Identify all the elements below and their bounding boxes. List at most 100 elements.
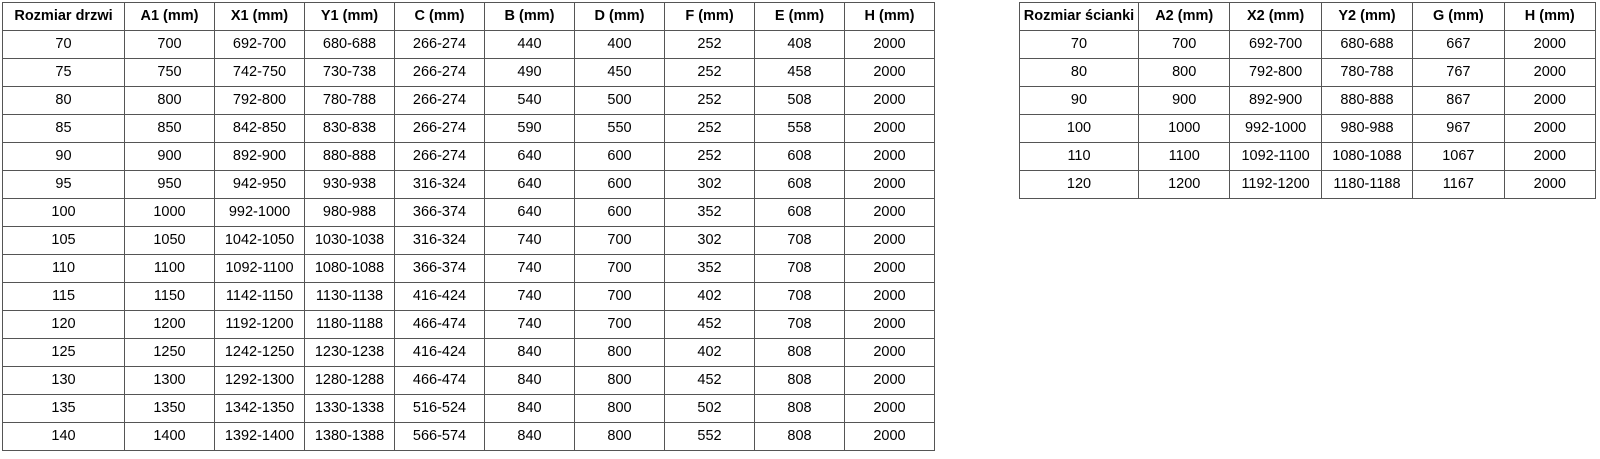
table-cell: 767 xyxy=(1412,58,1505,87)
table-cell: 840 xyxy=(484,366,575,395)
table-cell: 740 xyxy=(484,310,575,339)
table-cell: 1080-1088 xyxy=(1320,142,1414,171)
table-cell: 900 xyxy=(124,142,215,171)
column-header: D (mm) xyxy=(574,2,665,31)
table-row: 80 800 792-800 780-788 266-274 540 500 252 508 20… xyxy=(2,86,935,115)
table-cell: 1150 xyxy=(124,282,215,311)
table-cell: 316-324 xyxy=(394,226,485,255)
table-cell: 1330-1338 xyxy=(304,394,395,423)
column-header: B (mm) xyxy=(484,2,575,31)
table-cell: 800 xyxy=(574,338,665,367)
table-cell: 440 xyxy=(484,30,575,59)
table-cell: 80 xyxy=(1019,58,1139,87)
table-cell: 366-374 xyxy=(394,254,485,283)
table-cell: 930-938 xyxy=(304,170,395,199)
table-cell: 100 xyxy=(1019,114,1139,143)
table-row: 115 1150 1142-1150 1130-1138 416-424 740 700 40… xyxy=(2,282,935,311)
table-cell: 730-738 xyxy=(304,58,395,87)
table-cell: 1100 xyxy=(1137,142,1231,171)
table-cell: 808 xyxy=(754,338,845,367)
table-cell: 700 xyxy=(574,226,665,255)
table-cell: 1000 xyxy=(1137,114,1231,143)
table-cell: 2000 xyxy=(844,58,935,87)
table-cell: 608 xyxy=(754,142,845,171)
column-header: A2 (mm) xyxy=(1137,2,1231,31)
table-cell: 667 xyxy=(1412,30,1505,59)
table-cell: 452 xyxy=(664,310,755,339)
table-cell: 830-838 xyxy=(304,114,395,143)
table-cell: 808 xyxy=(754,422,845,451)
table-cell: 2000 xyxy=(844,170,935,199)
table-cell: 800 xyxy=(1137,58,1231,87)
table-cell: 842-850 xyxy=(214,114,305,143)
table-cell: 867 xyxy=(1412,86,1505,115)
table-cell: 700 xyxy=(1137,30,1231,59)
column-header: Rozmiar drzwi xyxy=(2,2,125,31)
column-header: X1 (mm) xyxy=(214,2,305,31)
table-cell: 2000 xyxy=(844,198,935,227)
table-cell: 140 xyxy=(2,422,125,451)
table-cell: 2000 xyxy=(844,30,935,59)
table-cell: 692-700 xyxy=(1229,30,1322,59)
table-cell: 1000 xyxy=(124,198,215,227)
table-cell: 740 xyxy=(484,282,575,311)
table-cell: 1180-1188 xyxy=(304,310,395,339)
table-row: 100 1000 992-1000 980-988 366-374 640 600 352 60… xyxy=(2,198,935,227)
table-cell: 2000 xyxy=(844,310,935,339)
table-row: 90 900 892-900 880-888 867 2000 xyxy=(1019,86,1597,115)
table-cell: 70 xyxy=(1019,30,1139,59)
table-cell: 516-524 xyxy=(394,394,485,423)
table-cell: 992-1000 xyxy=(214,198,305,227)
table-cell: 1400 xyxy=(124,422,215,451)
table-cell: 1192-1200 xyxy=(1229,170,1322,199)
table-cell: 450 xyxy=(574,58,665,87)
column-header: G (mm) xyxy=(1412,2,1505,31)
table-row: 85 850 842-850 830-838 266-274 590 550 252 558 20… xyxy=(2,114,935,143)
table-cell: 1080-1088 xyxy=(304,254,395,283)
table-cell: 316-324 xyxy=(394,170,485,199)
table-cell: 75 xyxy=(2,58,125,87)
door-size-table: Rozmiar drzwi A1 (mm) X1 (mm) Y1 (mm) C (mm)… xyxy=(2,2,935,451)
table-cell: 552 xyxy=(664,422,755,451)
table-cell: 466-474 xyxy=(394,310,485,339)
table-cell: 135 xyxy=(2,394,125,423)
table-cell: 850 xyxy=(124,114,215,143)
table-cell: 608 xyxy=(754,170,845,199)
table-cell: 110 xyxy=(1019,142,1139,171)
table-cell: 708 xyxy=(754,282,845,311)
table-cell: 880-888 xyxy=(1320,86,1414,115)
table-cell: 302 xyxy=(664,226,755,255)
table-cell: 2000 xyxy=(1503,58,1597,87)
table-cell: 1092-1100 xyxy=(214,254,305,283)
table-row: 80 800 792-800 780-788 767 2000 xyxy=(1019,58,1597,87)
table-cell: 708 xyxy=(754,310,845,339)
table-cell: 266-274 xyxy=(394,86,485,115)
column-header: Y1 (mm) xyxy=(304,2,395,31)
table-cell: 992-1000 xyxy=(1229,114,1322,143)
table-cell: 266-274 xyxy=(394,114,485,143)
table-cell: 600 xyxy=(574,142,665,171)
table-cell: 2000 xyxy=(1503,170,1597,199)
table-cell: 750 xyxy=(124,58,215,87)
table-row: 90 900 892-900 880-888 266-274 640 600 252 608 20… xyxy=(2,142,935,171)
table-cell: 252 xyxy=(664,86,755,115)
table-cell: 780-788 xyxy=(1320,58,1414,87)
table-cell: 125 xyxy=(2,338,125,367)
table-cell: 2000 xyxy=(844,86,935,115)
table-cell: 266-274 xyxy=(394,142,485,171)
table-cell: 800 xyxy=(124,86,215,115)
wall-size-table: Rozmiar ścianki A2 (mm) X2 (mm) Y2 (mm) G (m… xyxy=(1019,2,1597,199)
table-cell: 892-900 xyxy=(1229,86,1322,115)
table-cell: 2000 xyxy=(1503,142,1597,171)
table-cell: 892-900 xyxy=(214,142,305,171)
table-cell: 105 xyxy=(2,226,125,255)
table-cell: 2000 xyxy=(844,282,935,311)
column-header: Rozmiar ścianki xyxy=(1019,2,1139,31)
table-cell: 700 xyxy=(574,254,665,283)
table-cell: 1142-1150 xyxy=(214,282,305,311)
table-cell: 608 xyxy=(754,198,845,227)
column-header: F (mm) xyxy=(664,2,755,31)
table-cell: 967 xyxy=(1412,114,1505,143)
table-cell: 1292-1300 xyxy=(214,366,305,395)
table-cell: 1350 xyxy=(124,394,215,423)
